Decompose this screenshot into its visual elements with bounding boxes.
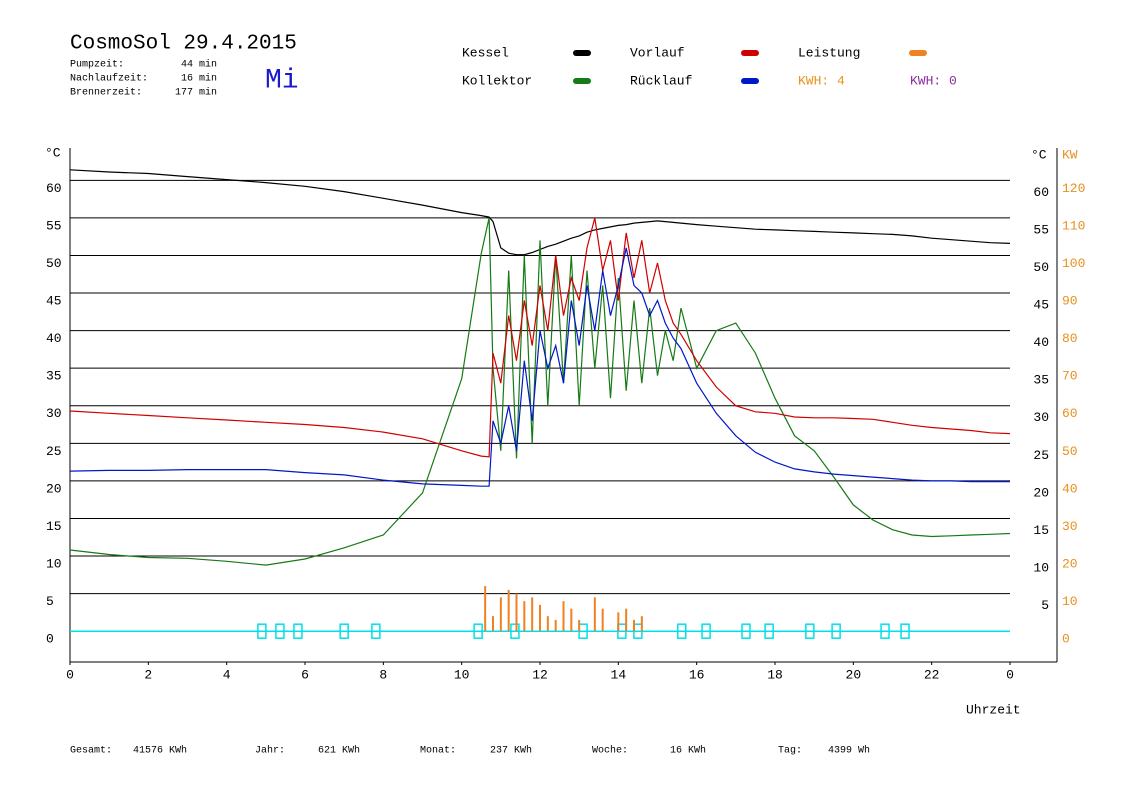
x-tick-label: 0 bbox=[1006, 667, 1014, 682]
total-label: Gesamt: bbox=[70, 746, 112, 757]
x-tick-label: 20 bbox=[846, 667, 862, 682]
pump-marker bbox=[741, 623, 751, 639]
y-right-tick-label: 30 bbox=[1033, 410, 1049, 425]
y2-tick-label: 100 bbox=[1062, 256, 1085, 271]
y2-tick-label: 30 bbox=[1062, 519, 1078, 534]
x-tick-label: 10 bbox=[454, 667, 470, 682]
y-right-tick-label: 45 bbox=[1033, 297, 1049, 312]
y2-tick-label: 70 bbox=[1062, 369, 1078, 384]
y-tick-label: 15 bbox=[46, 519, 62, 534]
info-label: Nachlaufzeit: bbox=[70, 73, 148, 85]
y-unit-right: °C bbox=[1031, 147, 1047, 162]
y-tick-label: 35 bbox=[46, 369, 62, 384]
kwh-label: KWH: 0 bbox=[910, 73, 957, 88]
series-line bbox=[69, 247, 1010, 487]
y-tick-label: 20 bbox=[46, 481, 62, 496]
y2-tick-label: 50 bbox=[1062, 444, 1078, 459]
y-right-tick-label: 55 bbox=[1033, 222, 1049, 237]
total-value: 41576 KWh bbox=[133, 745, 187, 757]
y-unit: °C bbox=[45, 145, 61, 160]
info-value: 44 min bbox=[181, 59, 217, 71]
legend-label: Leistung bbox=[798, 45, 860, 60]
pump-marker bbox=[701, 623, 711, 639]
y-right-tick-label: 10 bbox=[1033, 560, 1049, 575]
y-right-tick-label: 15 bbox=[1033, 523, 1049, 538]
y2-unit: KW bbox=[1062, 147, 1078, 162]
y2-tick-label: 120 bbox=[1062, 181, 1085, 196]
y-right-tick-label: 20 bbox=[1033, 485, 1049, 500]
pump-marker bbox=[473, 623, 483, 639]
x-tick-label: 6 bbox=[301, 667, 309, 682]
total-value: 16 KWh bbox=[670, 745, 706, 757]
y-right-tick-label: 40 bbox=[1033, 335, 1049, 350]
y-right-tick-label: 50 bbox=[1033, 260, 1049, 275]
total-value: 621 KWh bbox=[318, 745, 360, 757]
y-right-tick-label: 60 bbox=[1033, 185, 1049, 200]
total-value: 4399 Wh bbox=[828, 745, 870, 757]
y2-tick-label: 60 bbox=[1062, 406, 1078, 421]
pump-marker bbox=[293, 623, 303, 639]
info-label: Brennerzeit: bbox=[70, 87, 142, 99]
x-tick-label: 22 bbox=[924, 667, 940, 682]
legend-label: Vorlauf bbox=[630, 45, 685, 60]
y2-tick-label: 110 bbox=[1062, 218, 1085, 233]
pump-marker bbox=[275, 623, 285, 639]
pump-marker bbox=[371, 623, 381, 639]
y-right-tick-label: 35 bbox=[1033, 373, 1049, 388]
y-tick-label: 45 bbox=[46, 293, 62, 308]
total-label: Woche: bbox=[592, 745, 628, 757]
pump-marker bbox=[257, 623, 267, 639]
y-tick-label: 5 bbox=[46, 594, 54, 609]
x-tick-label: 18 bbox=[767, 667, 783, 682]
y2-tick-label: 80 bbox=[1062, 331, 1078, 346]
y2-tick-label: 10 bbox=[1062, 594, 1078, 609]
pump-marker bbox=[831, 623, 841, 639]
pump-marker bbox=[510, 623, 520, 639]
y-tick-label: 0 bbox=[46, 632, 54, 647]
pump-marker bbox=[764, 623, 774, 639]
y-tick-label: 60 bbox=[46, 181, 62, 196]
x-tick-label: 14 bbox=[611, 667, 627, 682]
y2-tick-label: 20 bbox=[1062, 556, 1078, 571]
legend-label: Kollektor bbox=[462, 73, 532, 88]
x-tick-label: 8 bbox=[379, 667, 387, 682]
weekday: Mi bbox=[265, 65, 299, 96]
y-right-tick-label: 5 bbox=[1041, 598, 1049, 613]
y-tick-label: 10 bbox=[46, 556, 62, 571]
chart-title: CosmoSol 29.4.2015 bbox=[70, 33, 297, 56]
y-tick-label: 50 bbox=[46, 256, 62, 271]
y2-tick-label: 0 bbox=[1062, 632, 1070, 647]
x-tick-label: 16 bbox=[689, 667, 705, 682]
x-tick-label: 0 bbox=[66, 667, 74, 682]
legend-label: Kessel bbox=[462, 45, 509, 60]
info-label: Pumpzeit: bbox=[70, 59, 124, 71]
info-value: 16 min bbox=[181, 73, 217, 85]
series-line bbox=[69, 217, 1011, 566]
info-value: 177 min bbox=[175, 87, 217, 99]
total-value: 237 KWh bbox=[490, 745, 532, 757]
x-tick-label: 12 bbox=[532, 667, 548, 682]
pump-marker bbox=[880, 623, 890, 639]
pump-marker bbox=[900, 623, 910, 639]
x-tick-label: 2 bbox=[144, 667, 152, 682]
x-axis-label: Uhrzeit bbox=[966, 702, 1021, 717]
y-tick-label: 55 bbox=[46, 218, 62, 233]
x-tick-label: 4 bbox=[223, 667, 231, 682]
y-right-tick-label: 25 bbox=[1033, 448, 1049, 463]
pump-marker bbox=[805, 623, 815, 639]
y2-tick-label: 90 bbox=[1062, 293, 1078, 308]
pump-marker bbox=[677, 623, 687, 639]
kwh-label: KWH: 4 bbox=[798, 73, 845, 88]
y-tick-label: 40 bbox=[46, 331, 62, 346]
y-tick-label: 30 bbox=[46, 406, 62, 421]
pump-marker bbox=[339, 623, 349, 639]
total-label: Jahr: bbox=[255, 745, 285, 757]
series-line bbox=[69, 169, 1011, 256]
total-label: Tag: bbox=[778, 746, 802, 757]
legend-label: Rücklauf bbox=[630, 73, 692, 88]
y2-tick-label: 40 bbox=[1062, 481, 1078, 496]
total-label: Monat: bbox=[420, 746, 456, 757]
y-tick-label: 25 bbox=[46, 444, 62, 459]
